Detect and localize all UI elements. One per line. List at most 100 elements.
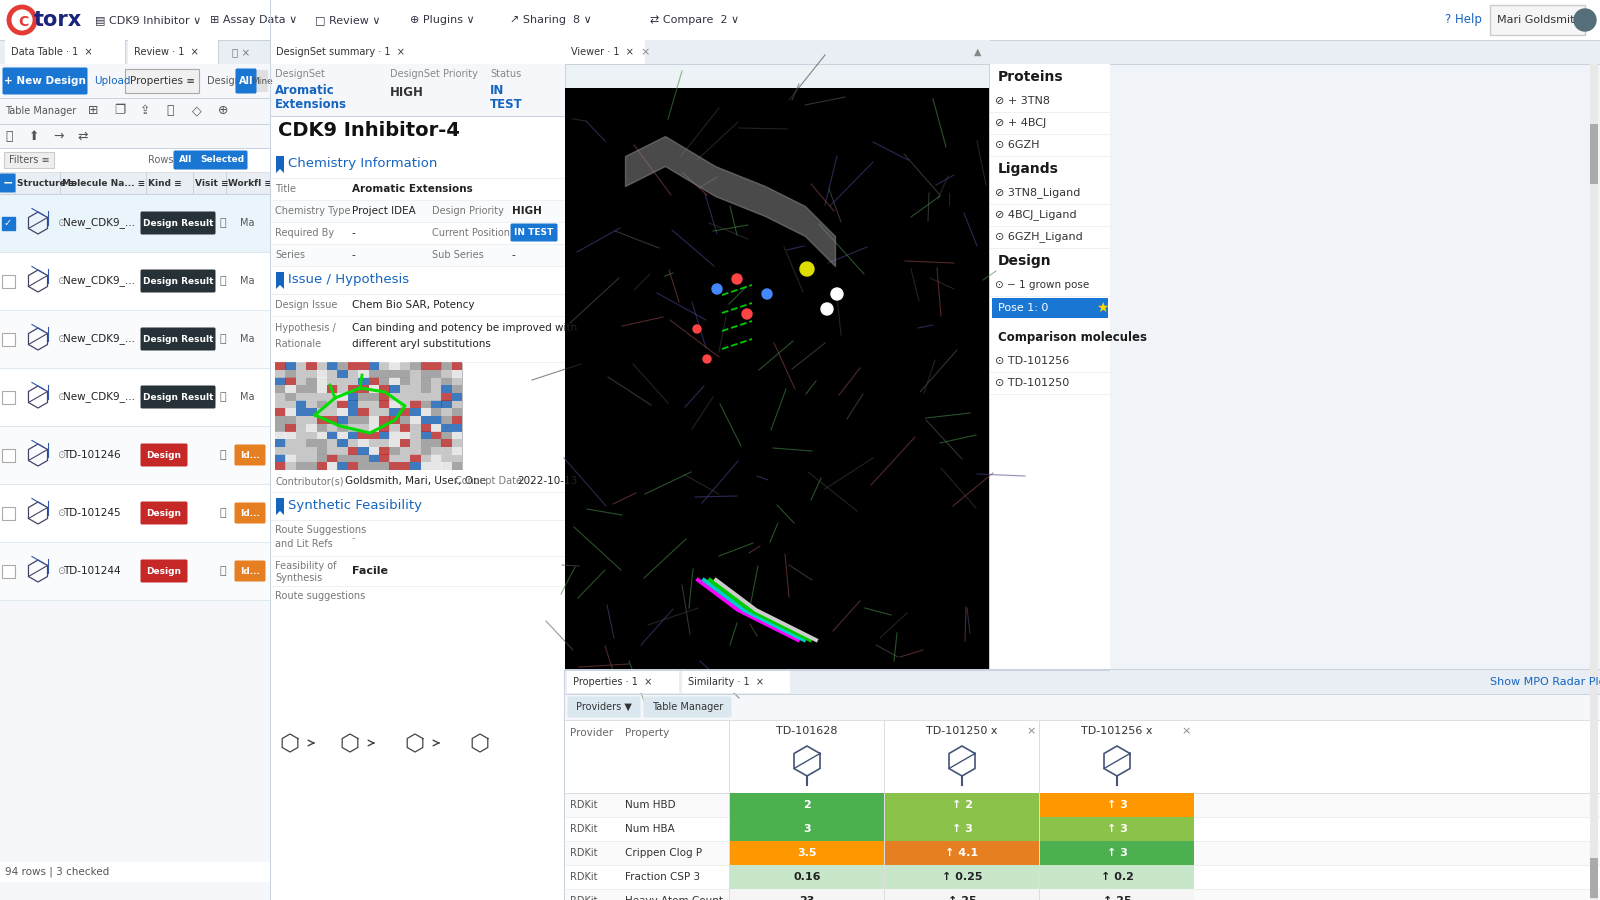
Text: Goldsmith, Mari, User, One: Goldsmith, Mari, User, One: [346, 476, 486, 486]
Bar: [368, 439, 379, 447]
Circle shape: [800, 262, 814, 276]
Text: Ma: Ma: [240, 334, 254, 344]
Bar: [565, 793, 1600, 817]
Bar: [317, 454, 326, 463]
Bar: [389, 408, 400, 416]
Bar: [565, 670, 1600, 694]
Bar: [296, 416, 306, 424]
Bar: [338, 439, 347, 447]
Text: torx: torx: [34, 10, 82, 30]
FancyBboxPatch shape: [197, 150, 248, 169]
Text: ⊙: ⊙: [58, 392, 66, 402]
Bar: [990, 134, 1110, 156]
Bar: [400, 400, 410, 409]
Bar: [1040, 817, 1194, 841]
Bar: [347, 416, 358, 424]
Text: ◇: ◇: [192, 104, 202, 118]
Bar: [885, 817, 1038, 841]
Bar: [565, 817, 1600, 841]
Text: New_CDK9_...: New_CDK9_...: [62, 275, 134, 286]
Bar: [0, 64, 1600, 65]
Bar: [285, 446, 296, 454]
Bar: [285, 385, 296, 393]
Bar: [270, 244, 565, 266]
Bar: [347, 408, 358, 416]
Bar: [306, 439, 317, 447]
Bar: [400, 446, 410, 454]
FancyBboxPatch shape: [235, 445, 266, 465]
Bar: [270, 520, 565, 521]
Bar: [0, 310, 270, 311]
Bar: [347, 362, 358, 370]
Text: ↑ 25: ↑ 25: [1102, 896, 1131, 900]
Bar: [990, 64, 1110, 900]
Bar: [379, 439, 389, 447]
Bar: [990, 248, 1110, 249]
Text: ×: ×: [1026, 726, 1035, 736]
Bar: [990, 64, 1110, 90]
Bar: [410, 400, 421, 409]
Text: Design Issue: Design Issue: [275, 300, 338, 310]
Bar: [0, 124, 270, 148]
FancyBboxPatch shape: [173, 150, 198, 169]
Bar: [410, 431, 421, 439]
Text: Facile: Facile: [352, 566, 387, 576]
Text: ⊙ 6GZH_Ligand: ⊙ 6GZH_Ligand: [995, 231, 1083, 242]
Text: Visit ≡: Visit ≡: [195, 178, 229, 187]
Bar: [306, 385, 317, 393]
Bar: [430, 377, 442, 385]
Bar: [275, 439, 285, 447]
Bar: [430, 424, 442, 431]
Bar: [0, 484, 270, 542]
Bar: [1590, 858, 1598, 898]
Bar: [296, 392, 306, 400]
Bar: [565, 40, 645, 64]
Text: Ma: Ma: [240, 218, 254, 228]
Text: Design: Design: [147, 451, 181, 460]
Text: TD-101245: TD-101245: [62, 508, 120, 518]
Bar: [400, 408, 410, 416]
Bar: [421, 392, 430, 400]
Bar: [317, 446, 326, 454]
Bar: [990, 156, 1110, 157]
Bar: [430, 385, 442, 393]
Bar: [326, 454, 338, 463]
Text: Design: Design: [147, 508, 181, 518]
Polygon shape: [277, 498, 285, 515]
Bar: [347, 446, 358, 454]
Bar: [368, 385, 379, 393]
Text: Design Result: Design Result: [142, 219, 213, 228]
Bar: [885, 889, 1038, 900]
Text: ⊙ 6GZH: ⊙ 6GZH: [995, 140, 1040, 150]
Text: Show MPO Radar Plot: Show MPO Radar Plot: [1490, 677, 1600, 687]
Text: ⊙: ⊙: [58, 276, 66, 286]
Text: ▤ CDK9 Inhibitor ∨: ▤ CDK9 Inhibitor ∨: [94, 15, 202, 25]
Bar: [730, 793, 883, 817]
Text: Title: Title: [275, 184, 296, 194]
Bar: [285, 454, 296, 463]
Text: ⇄ Compare  2 ∨: ⇄ Compare 2 ∨: [650, 15, 739, 25]
Bar: [358, 362, 368, 370]
Bar: [379, 377, 389, 385]
Text: Property: Property: [626, 728, 669, 738]
Bar: [1040, 889, 1194, 900]
FancyBboxPatch shape: [141, 269, 216, 292]
FancyBboxPatch shape: [510, 223, 557, 241]
Bar: [0, 194, 270, 195]
Bar: [270, 178, 565, 200]
Bar: [270, 222, 565, 223]
Bar: [317, 462, 326, 470]
Text: 🏛: 🏛: [221, 218, 227, 228]
Bar: [358, 392, 368, 400]
Bar: [270, 316, 565, 317]
Bar: [410, 454, 421, 463]
Text: Pose 1: 0: Pose 1: 0: [998, 303, 1048, 313]
Bar: [2, 507, 14, 520]
Bar: [285, 392, 296, 400]
Text: 🏛: 🏛: [221, 508, 227, 518]
Bar: [338, 385, 347, 393]
Bar: [270, 492, 565, 520]
Bar: [565, 817, 1600, 818]
Circle shape: [742, 309, 752, 319]
Bar: [317, 385, 326, 393]
